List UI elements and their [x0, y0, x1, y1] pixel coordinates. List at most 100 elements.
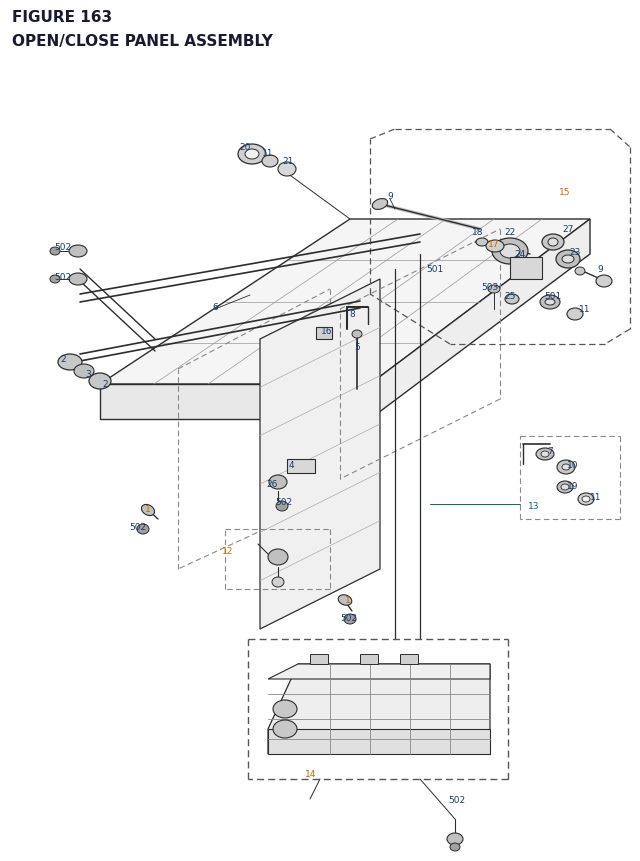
Text: 14: 14 — [305, 770, 317, 778]
Ellipse shape — [278, 163, 296, 177]
Ellipse shape — [276, 501, 288, 511]
Ellipse shape — [505, 294, 519, 305]
Text: 8: 8 — [349, 310, 355, 319]
Ellipse shape — [575, 268, 585, 276]
Text: 502: 502 — [275, 498, 292, 507]
Polygon shape — [100, 385, 370, 419]
Text: 22: 22 — [504, 228, 516, 238]
Ellipse shape — [58, 355, 82, 370]
Polygon shape — [268, 664, 490, 754]
Text: 6: 6 — [212, 303, 218, 313]
Ellipse shape — [542, 235, 564, 251]
Text: 10: 10 — [567, 461, 579, 470]
Text: 23: 23 — [570, 248, 580, 257]
Text: 503: 503 — [481, 283, 499, 292]
Polygon shape — [268, 729, 490, 754]
Text: 2: 2 — [60, 355, 66, 364]
Text: 5: 5 — [354, 343, 360, 352]
Text: 9: 9 — [597, 265, 603, 274]
Text: 19: 19 — [567, 482, 579, 491]
Polygon shape — [370, 220, 590, 419]
Ellipse shape — [488, 286, 500, 294]
Text: 9: 9 — [387, 192, 393, 201]
Ellipse shape — [545, 300, 555, 306]
Text: 20: 20 — [239, 143, 251, 152]
Ellipse shape — [486, 241, 504, 253]
Text: 13: 13 — [528, 502, 540, 511]
Text: 3: 3 — [85, 370, 91, 379]
Text: 17: 17 — [488, 240, 500, 249]
Ellipse shape — [540, 295, 560, 310]
Ellipse shape — [89, 374, 111, 389]
Bar — [287, 460, 315, 474]
Ellipse shape — [582, 497, 590, 503]
Text: 16: 16 — [321, 327, 333, 336]
Ellipse shape — [269, 475, 287, 489]
Ellipse shape — [245, 150, 259, 160]
Ellipse shape — [578, 493, 594, 505]
Text: 15: 15 — [559, 189, 571, 197]
Ellipse shape — [137, 524, 149, 535]
Ellipse shape — [352, 331, 362, 338]
Text: 26: 26 — [266, 480, 278, 489]
Bar — [510, 257, 542, 280]
Ellipse shape — [141, 505, 154, 516]
Ellipse shape — [562, 256, 574, 263]
Ellipse shape — [476, 238, 488, 247]
Ellipse shape — [557, 481, 573, 493]
Bar — [310, 654, 328, 664]
Text: 502: 502 — [54, 243, 72, 252]
Ellipse shape — [548, 238, 558, 247]
Ellipse shape — [238, 145, 266, 164]
Ellipse shape — [500, 245, 520, 258]
Ellipse shape — [273, 720, 297, 738]
Text: 11: 11 — [262, 148, 274, 158]
Ellipse shape — [50, 248, 60, 256]
Text: OPEN/CLOSE PANEL ASSEMBLY: OPEN/CLOSE PANEL ASSEMBLY — [12, 34, 273, 49]
Polygon shape — [100, 220, 590, 385]
Text: 25: 25 — [504, 292, 516, 301]
Text: 7: 7 — [547, 447, 553, 456]
Bar — [316, 328, 332, 339]
Text: 11: 11 — [590, 493, 602, 502]
Text: 501: 501 — [545, 292, 562, 301]
Ellipse shape — [262, 156, 278, 168]
Ellipse shape — [273, 700, 297, 718]
Polygon shape — [268, 664, 490, 679]
Ellipse shape — [556, 251, 580, 269]
Text: 24: 24 — [515, 251, 525, 259]
Ellipse shape — [69, 274, 87, 286]
Text: 27: 27 — [563, 226, 573, 234]
Ellipse shape — [268, 549, 288, 566]
Text: 2: 2 — [102, 380, 108, 389]
Ellipse shape — [561, 485, 569, 491]
Ellipse shape — [74, 364, 94, 379]
Ellipse shape — [372, 200, 388, 210]
Text: 4: 4 — [288, 461, 294, 470]
Ellipse shape — [450, 843, 460, 851]
Ellipse shape — [541, 451, 549, 457]
Text: 502: 502 — [340, 614, 358, 623]
Ellipse shape — [536, 449, 554, 461]
Ellipse shape — [567, 308, 583, 320]
Text: 502: 502 — [449, 796, 465, 804]
Bar — [400, 654, 418, 664]
Text: 501: 501 — [426, 265, 444, 274]
Ellipse shape — [596, 276, 612, 288]
Ellipse shape — [344, 614, 356, 624]
Text: 12: 12 — [222, 547, 234, 556]
Ellipse shape — [492, 238, 528, 264]
Ellipse shape — [447, 833, 463, 845]
Text: 1: 1 — [345, 596, 351, 604]
Ellipse shape — [272, 578, 284, 587]
Ellipse shape — [338, 595, 352, 605]
Ellipse shape — [562, 464, 570, 470]
Ellipse shape — [50, 276, 60, 283]
Bar — [360, 654, 378, 664]
Ellipse shape — [557, 461, 575, 474]
Polygon shape — [260, 280, 380, 629]
Text: 1: 1 — [145, 505, 151, 514]
Text: 18: 18 — [472, 228, 484, 238]
Text: 502: 502 — [54, 273, 72, 282]
Text: 11: 11 — [579, 305, 591, 314]
